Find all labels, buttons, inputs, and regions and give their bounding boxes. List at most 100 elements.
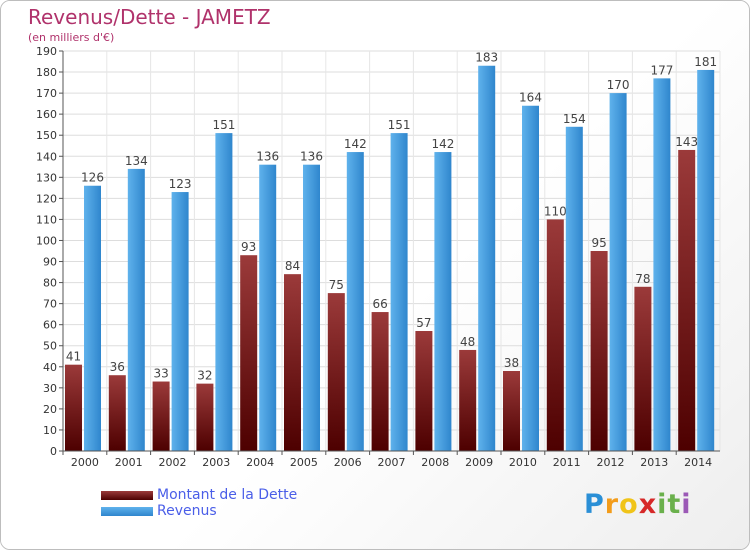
data-label-debt: 95 (591, 236, 606, 250)
legend-swatch-debt (101, 490, 153, 500)
bar-revenue (653, 78, 671, 452)
data-label-revenue: 142 (431, 137, 454, 151)
y-tick-label: 10 (43, 424, 57, 437)
bar-debt (634, 286, 652, 451)
x-tick-label: 2007 (378, 456, 406, 469)
y-tick-label: 190 (36, 45, 57, 58)
x-tick-label: 2002 (159, 456, 187, 469)
logo-letter: i (681, 489, 692, 520)
data-label-revenue: 151 (212, 118, 235, 132)
legend-label-debt: Montant de la Dette (157, 487, 298, 503)
bar-revenue (84, 185, 101, 451)
bar-revenue (565, 126, 583, 451)
y-tick-label: 50 (43, 340, 57, 353)
y-tick-label: 110 (36, 213, 57, 226)
data-label-debt: 38 (504, 356, 519, 370)
y-tick-label: 140 (36, 150, 57, 163)
bar-debt (371, 312, 389, 451)
data-label-debt: 57 (416, 316, 431, 330)
logo-letter: x (638, 489, 658, 520)
bar-debt (590, 251, 608, 451)
bar-debt (327, 293, 345, 451)
data-label-debt: 33 (153, 367, 168, 381)
bar-revenue (522, 105, 539, 451)
data-label-debt: 41 (66, 350, 81, 364)
data-label-debt: 36 (110, 360, 125, 374)
y-tick-label: 40 (43, 361, 57, 374)
y-tick-label: 180 (36, 66, 57, 79)
data-label-debt: 48 (460, 335, 475, 349)
bar-debt (678, 149, 696, 451)
x-tick-label: 2000 (71, 456, 99, 469)
data-label-debt: 84 (285, 259, 300, 273)
data-label-debt: 32 (197, 369, 212, 383)
logo-letter: o (619, 489, 639, 520)
y-tick-label: 160 (36, 108, 57, 121)
data-label-debt: 78 (635, 272, 650, 286)
legend-swatch-revenue (101, 506, 153, 516)
logo-letter: i (657, 489, 668, 520)
y-tick-label: 150 (36, 129, 57, 142)
logo-letter: P (584, 489, 605, 520)
y-tick-label: 80 (43, 277, 57, 290)
x-tick-label: 2001 (115, 456, 143, 469)
data-label-revenue: 134 (125, 154, 148, 168)
bar-revenue (127, 168, 145, 452)
x-tick-label: 2011 (553, 456, 581, 469)
bar-debt (108, 375, 126, 451)
data-label-revenue: 151 (388, 118, 411, 132)
y-tick-label: 90 (43, 256, 57, 269)
bar-debt (196, 383, 214, 451)
chart-title: Revenus/Dette - JAMETZ (28, 5, 271, 29)
y-tick-label: 70 (43, 298, 57, 311)
bar-debt (240, 255, 258, 451)
y-tick-label: 60 (43, 319, 57, 332)
y-tick-label: 120 (36, 192, 57, 205)
y-tick-label: 170 (36, 87, 57, 100)
x-tick-label: 2013 (640, 456, 668, 469)
legend-item-revenue: Revenus (101, 503, 297, 519)
bar-debt (152, 381, 170, 451)
data-label-revenue: 142 (344, 137, 367, 151)
bar-debt (503, 371, 520, 451)
bar-revenue (434, 152, 452, 452)
bar-debt (546, 219, 564, 451)
bar-revenue (303, 164, 320, 451)
bar-debt (459, 349, 477, 451)
logo-letter: r (604, 489, 620, 520)
data-label-revenue: 154 (563, 112, 586, 126)
bar-revenue (259, 164, 277, 451)
x-tick-label: 2003 (202, 456, 230, 469)
x-tick-label: 2012 (597, 456, 625, 469)
x-tick-label: 2010 (509, 456, 537, 469)
y-tick-label: 30 (43, 382, 57, 395)
bar-revenue (697, 69, 715, 452)
data-label-revenue: 126 (81, 171, 104, 185)
chart-legend: Montant de la Dette Revenus (101, 487, 297, 519)
bar-debt (65, 364, 82, 451)
data-label-revenue: 136 (300, 150, 323, 164)
data-label-revenue: 177 (650, 63, 673, 77)
bar-revenue (171, 192, 189, 452)
data-label-revenue: 183 (475, 51, 498, 65)
chart-subtitle: (en milliers d'€) (28, 31, 115, 44)
data-label-debt: 110 (544, 204, 567, 218)
y-tick-label: 0 (50, 445, 57, 458)
legend-label-revenue: Revenus (157, 503, 217, 519)
data-label-revenue: 170 (607, 78, 630, 92)
x-tick-label: 2005 (290, 456, 318, 469)
proxiti-logo: Proxiti (584, 489, 692, 520)
y-tick-label: 130 (36, 171, 57, 184)
data-label-revenue: 136 (256, 150, 279, 164)
bar-revenue (609, 93, 627, 452)
legend-item-debt: Montant de la Dette (101, 487, 297, 503)
logo-letter: t (667, 489, 682, 520)
bar-revenue (478, 65, 496, 451)
data-label-debt: 93 (241, 240, 256, 254)
data-label-revenue: 164 (519, 91, 542, 105)
data-label-debt: 143 (675, 135, 698, 149)
x-tick-label: 2009 (465, 456, 493, 469)
data-label-debt: 75 (329, 278, 344, 292)
bar-revenue (390, 133, 408, 451)
